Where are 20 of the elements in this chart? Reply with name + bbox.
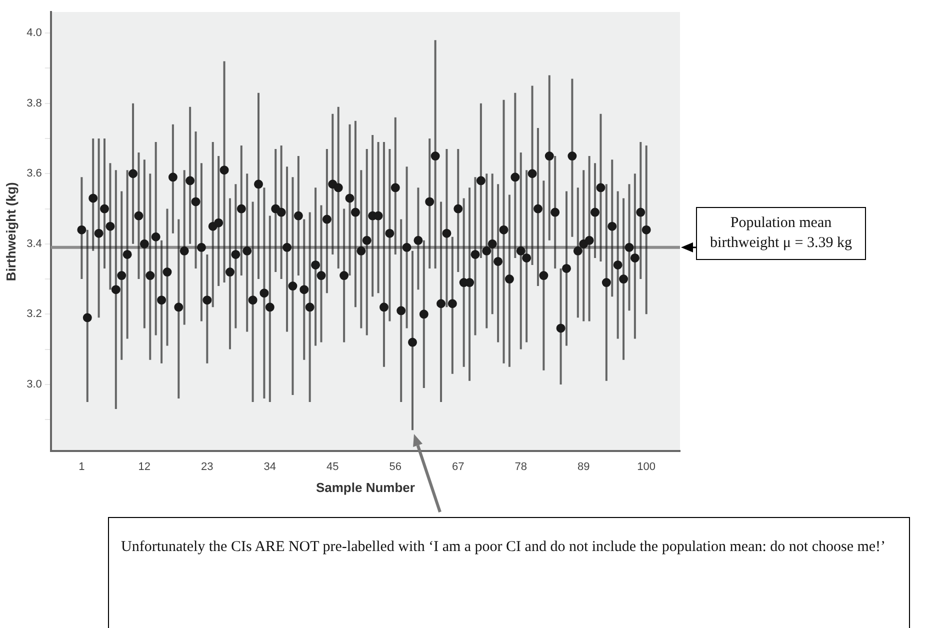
y-tick-label: 3.4 xyxy=(26,238,42,250)
x-tick-label: 89 xyxy=(577,460,590,473)
y-tick-label: 3.0 xyxy=(26,378,42,390)
x-tick-label: 23 xyxy=(201,460,214,473)
y-tick-label: 3.6 xyxy=(26,168,42,180)
y-tick-label: 3.2 xyxy=(26,308,42,320)
x-tick-label: 100 xyxy=(637,460,656,473)
x-tick-label: 67 xyxy=(452,460,464,473)
x-tick-label: 56 xyxy=(389,460,402,473)
text: Unfortunately the CIs ARE NOT pre-labelled with ‘I am a poor CI and do not include the population mean: do not choose me!’ xyxy=(108,517,910,628)
x-tick-label: 12 xyxy=(138,460,151,473)
x-tick-label: 34 xyxy=(264,460,276,473)
x-tick-label: 45 xyxy=(326,460,339,473)
x-tick-label: 1 xyxy=(78,460,85,473)
ref-line-label: Population mean birthweight μ = 3.39 kg xyxy=(696,207,866,260)
y-axis-title: Birthweight (kg) xyxy=(3,182,18,282)
y-tick-label: 4.0 xyxy=(26,27,42,40)
x-axis-title: Sample Number xyxy=(316,480,415,495)
y-tick-label: 3.8 xyxy=(26,97,42,110)
x-tick-label: 78 xyxy=(514,460,527,473)
